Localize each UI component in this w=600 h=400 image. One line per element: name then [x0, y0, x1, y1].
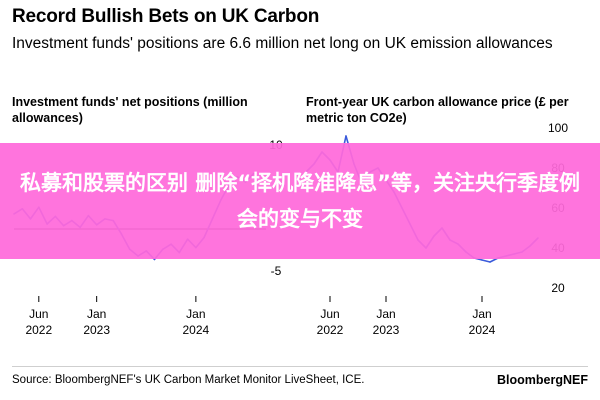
- overlay-banner-text: 私募和股票的区别 删除“择机降准降息”等，关注央行季度例会的变与不变: [20, 171, 580, 231]
- chart-subtitle: Investment funds' positions are 6.6 mill…: [12, 35, 553, 52]
- x-tick-label-month: Jun: [29, 307, 48, 321]
- y-tick-label: 100: [548, 121, 568, 135]
- brand-logo: BloombergNEF: [497, 373, 588, 387]
- x-tick-label-month: Jan: [87, 307, 106, 321]
- chart-title: Record Bullish Bets on UK Carbon: [12, 6, 320, 27]
- x-tick-label-year: 2023: [83, 323, 110, 337]
- x-tick-label-year: 2022: [25, 323, 52, 337]
- data-point: [489, 261, 491, 263]
- right-panel-title: Front-year UK carbon allowance price (£ …: [306, 95, 569, 125]
- x-tick-label-year: 2022: [317, 323, 344, 337]
- x-tick-label-month: Jan: [472, 307, 491, 321]
- overlay-banner: 私募和股票的区别 删除“择机降准降息”等，关注央行季度例会的变与不变: [0, 143, 600, 259]
- footer-divider: [12, 366, 588, 367]
- source-note: Source: BloombergNEF's UK Carbon Market …: [12, 374, 365, 386]
- data-point: [481, 259, 483, 261]
- x-tick-label-year: 2024: [469, 323, 496, 337]
- y-tick-label: 20: [551, 281, 565, 295]
- data-point: [345, 135, 347, 137]
- x-tick-label-month: Jan: [376, 307, 395, 321]
- data-point: [153, 258, 156, 261]
- y-tick-label: -5: [271, 264, 282, 278]
- x-tick-label-month: Jun: [320, 307, 339, 321]
- left-panel-title: Investment funds' net positions (million…: [12, 95, 248, 125]
- x-tick-label-month: Jan: [186, 307, 205, 321]
- x-tick-label-year: 2023: [373, 323, 400, 337]
- x-tick-label-year: 2024: [183, 323, 210, 337]
